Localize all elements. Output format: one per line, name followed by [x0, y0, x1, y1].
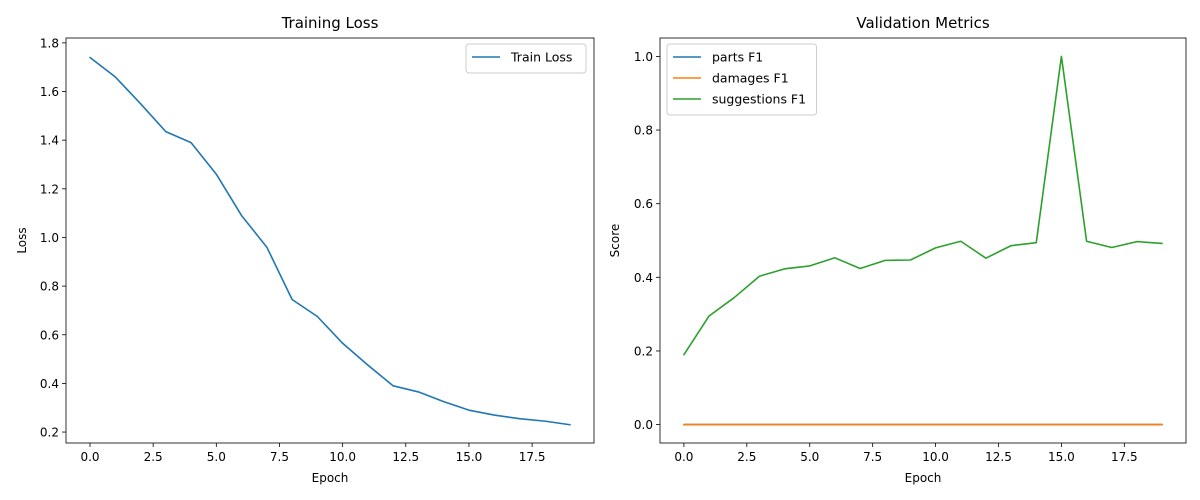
validation-metrics-x-tick-label: 12.5: [985, 450, 1012, 464]
validation-metrics-x-ticks: 0.0 2.5 5.0 7.5 10.0 12.5 15.0 17.5: [674, 443, 1138, 464]
validation-metrics-x-tick-label: 2.5: [737, 450, 756, 464]
validation-metrics-legend-label-suggestions-f1: suggestions F1: [712, 92, 806, 107]
training-loss-y-tick-label: 0.6: [40, 328, 59, 342]
validation-metrics-axes-frame: [659, 37, 1187, 444]
validation-metrics-x-tick-label: 17.5: [1111, 450, 1138, 464]
training-loss-y-tick-label: 1.4: [40, 134, 59, 148]
training-loss-y-tick-label: 1.6: [40, 85, 59, 99]
validation-metrics-x-tick-label: 10.0: [922, 450, 949, 464]
validation-metrics-x-tick-label: 0.0: [674, 450, 693, 464]
validation-metrics-x-axis-label: Epoch: [905, 471, 942, 485]
training-loss-legend-label-train-loss: Train Loss: [510, 50, 572, 65]
training-loss-y-axis-label: Loss: [15, 227, 29, 253]
validation-metrics-series-line-suggestions-f1: [683, 55, 1163, 356]
validation-metrics-legend-label-parts-f1: parts F1: [712, 50, 763, 65]
validation-metrics-plot-area: [683, 55, 1163, 426]
training-loss-x-tick-label: 0.0: [80, 450, 99, 464]
training-loss-y-tick-label: 0.8: [40, 280, 59, 294]
validation-metrics-x-tick-label: 7.5: [863, 450, 882, 464]
validation-metrics-chart: 0.0 2.5 5.0 7.5 10.0 12.5 15.0 17.5 0.00.20.40.…: [608, 14, 1187, 485]
training-loss-y-tick-label: 0.4: [40, 377, 59, 391]
training-loss-x-tick-label: 10.0: [329, 450, 356, 464]
validation-metrics-y-axis-label: Score: [608, 224, 622, 258]
training-loss-series-line-train-loss: [89, 56, 571, 426]
training-loss-title: Training Loss: [281, 14, 379, 32]
training-loss-x-axis-label: Epoch: [312, 471, 349, 485]
training-loss-x-ticks: 0.0 2.5 5.0 7.5 10.0 12.5 15.0 17.5: [80, 443, 545, 464]
validation-metrics-x-tick-label: 5.0: [800, 450, 819, 464]
training-loss-plot-area: [89, 56, 571, 426]
validation-metrics-y-tick-label: 0.0: [634, 418, 653, 432]
validation-metrics-y-tick-label: 0.2: [634, 344, 653, 358]
validation-metrics-title: Validation Metrics: [856, 14, 989, 32]
training-loss-legend: Train Loss: [465, 43, 587, 74]
training-loss-y-ticks: 0.2 0.4 0.6 0.8 1.0 1.2 1.4 1.6 1.8: [40, 36, 66, 440]
validation-metrics-y-ticks: 0.0 0.2 0.4 0.6 0.8 1.0: [634, 50, 660, 432]
validation-metrics-y-tick-label: 0.6: [634, 197, 653, 211]
training-loss-y-tick-label: 1.8: [40, 36, 59, 50]
training-loss-x-tick-label: 5.0: [207, 450, 226, 464]
validation-metrics-legend: parts F1 damages F1 suggestions F1: [666, 43, 818, 116]
validation-metrics-x-tick-label: 15.0: [1048, 450, 1075, 464]
training-loss-x-tick-label: 2.5: [144, 450, 163, 464]
training-loss-chart: 0.0 2.5 5.0 7.5 10.0 12.5 15.0 17.5 0.20.40.60.…: [15, 14, 595, 485]
training-loss-legend-box: [465, 43, 587, 74]
training-loss-x-tick-label: 15.0: [456, 450, 483, 464]
validation-metrics-legend-label-damages-f1: damages F1: [712, 71, 789, 86]
validation-metrics-legend-box: [666, 43, 818, 116]
validation-metrics-y-tick-label: 0.4: [634, 271, 653, 285]
training-loss-y-tick-label: 0.2: [40, 426, 59, 440]
training-loss-y-tick-label: 1.0: [40, 231, 59, 245]
validation-metrics-y-tick-label: 1.0: [634, 50, 653, 64]
validation-metrics-y-tick-label: 0.8: [634, 124, 653, 138]
training-loss-x-tick-label: 12.5: [392, 450, 419, 464]
training-loss-y-tick-label: 1.2: [40, 182, 59, 196]
training-loss-x-tick-label: 7.5: [270, 450, 289, 464]
training-loss-x-tick-label: 17.5: [519, 450, 546, 464]
training-loss-axes-frame: [65, 37, 595, 444]
